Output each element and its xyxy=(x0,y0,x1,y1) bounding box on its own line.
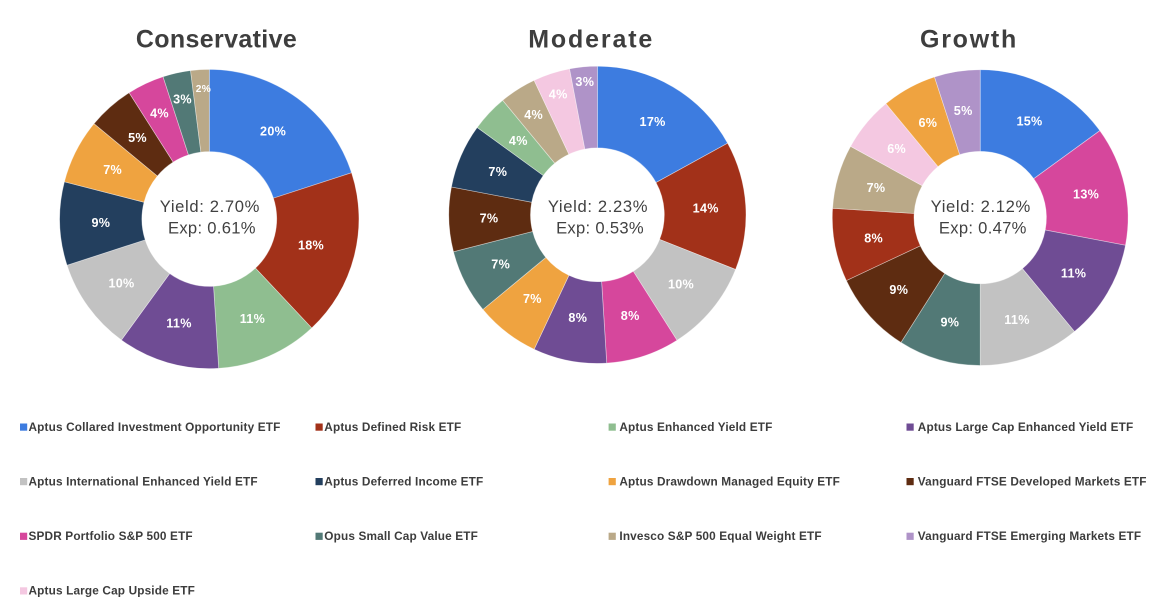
svg-text:Vanguard FTSE Emerging Markets: Vanguard FTSE Emerging Markets ETF xyxy=(918,529,1141,543)
svg-text:14%: 14% xyxy=(693,202,719,216)
svg-text:10%: 10% xyxy=(108,276,134,290)
svg-text:10%: 10% xyxy=(668,278,694,292)
svg-text:Yield: 2.12%: Yield: 2.12% xyxy=(931,197,1031,216)
svg-text:Conservative: Conservative xyxy=(136,26,297,54)
svg-text:15%: 15% xyxy=(1016,114,1042,128)
svg-text:Growth: Growth xyxy=(920,26,1018,54)
svg-text:Vanguard FTSE Developed Market: Vanguard FTSE Developed Markets ETF xyxy=(918,474,1147,488)
svg-text:7%: 7% xyxy=(103,163,122,177)
svg-text:7%: 7% xyxy=(480,212,499,226)
svg-text:Aptus Enhanced Yield ETF: Aptus Enhanced Yield ETF xyxy=(619,420,772,434)
svg-text:3%: 3% xyxy=(173,93,192,107)
svg-text:2%: 2% xyxy=(196,84,211,95)
svg-text:Exp: 0.47%: Exp: 0.47% xyxy=(939,219,1027,238)
svg-text:Invesco S&P 500 Equal Weight E: Invesco S&P 500 Equal Weight ETF xyxy=(619,529,821,543)
svg-text:9%: 9% xyxy=(889,283,908,297)
svg-text:20%: 20% xyxy=(260,125,286,139)
svg-text:Aptus Large Cap Enhanced Yield: Aptus Large Cap Enhanced Yield ETF xyxy=(918,420,1134,434)
svg-text:11%: 11% xyxy=(240,312,265,326)
svg-text:18%: 18% xyxy=(298,239,324,253)
svg-text:17%: 17% xyxy=(640,115,666,129)
svg-text:Exp: 0.53%: Exp: 0.53% xyxy=(556,219,644,238)
svg-text:8%: 8% xyxy=(568,311,587,325)
svg-text:Aptus Drawdown Managed Equity: Aptus Drawdown Managed Equity ETF xyxy=(619,474,840,488)
svg-text:5%: 5% xyxy=(128,131,147,145)
svg-text:4%: 4% xyxy=(524,108,543,122)
svg-text:7%: 7% xyxy=(491,258,510,272)
svg-text:Opus Small Cap Value ETF: Opus Small Cap Value ETF xyxy=(324,529,478,543)
svg-text:Aptus Deferred Income ETF: Aptus Deferred Income ETF xyxy=(324,474,483,488)
svg-text:5%: 5% xyxy=(954,104,973,118)
svg-text:7%: 7% xyxy=(488,165,507,179)
svg-text:7%: 7% xyxy=(523,292,542,306)
svg-text:SPDR Portfolio S&P 500 ETF: SPDR Portfolio S&P 500 ETF xyxy=(29,529,193,543)
svg-text:Aptus Defined Risk ETF: Aptus Defined Risk ETF xyxy=(324,420,461,434)
svg-text:6%: 6% xyxy=(887,142,906,156)
svg-text:11%: 11% xyxy=(166,317,191,331)
svg-text:Moderate: Moderate xyxy=(528,26,654,54)
svg-text:3%: 3% xyxy=(575,75,594,89)
svg-text:11%: 11% xyxy=(1004,313,1029,327)
svg-text:4%: 4% xyxy=(509,134,528,148)
svg-text:8%: 8% xyxy=(621,309,640,323)
svg-text:Aptus Collared Investment Oppo: Aptus Collared Investment Opportunity ET… xyxy=(29,420,281,434)
svg-text:11%: 11% xyxy=(1061,266,1086,280)
svg-text:7%: 7% xyxy=(867,181,886,195)
svg-text:6%: 6% xyxy=(918,116,937,130)
svg-text:4%: 4% xyxy=(549,88,568,102)
svg-text:8%: 8% xyxy=(864,231,883,245)
svg-text:Yield: 2.23%: Yield: 2.23% xyxy=(548,197,648,216)
svg-text:Aptus International Enhanced Y: Aptus International Enhanced Yield ETF xyxy=(29,474,258,488)
svg-text:Aptus Large Cap Upside ETF: Aptus Large Cap Upside ETF xyxy=(29,584,195,598)
svg-text:9%: 9% xyxy=(91,216,110,230)
svg-text:4%: 4% xyxy=(150,107,169,121)
svg-text:Exp: 0.61%: Exp: 0.61% xyxy=(168,219,256,238)
svg-text:13%: 13% xyxy=(1073,187,1099,201)
svg-text:9%: 9% xyxy=(940,315,959,329)
svg-text:Yield: 2.70%: Yield: 2.70% xyxy=(160,197,260,216)
